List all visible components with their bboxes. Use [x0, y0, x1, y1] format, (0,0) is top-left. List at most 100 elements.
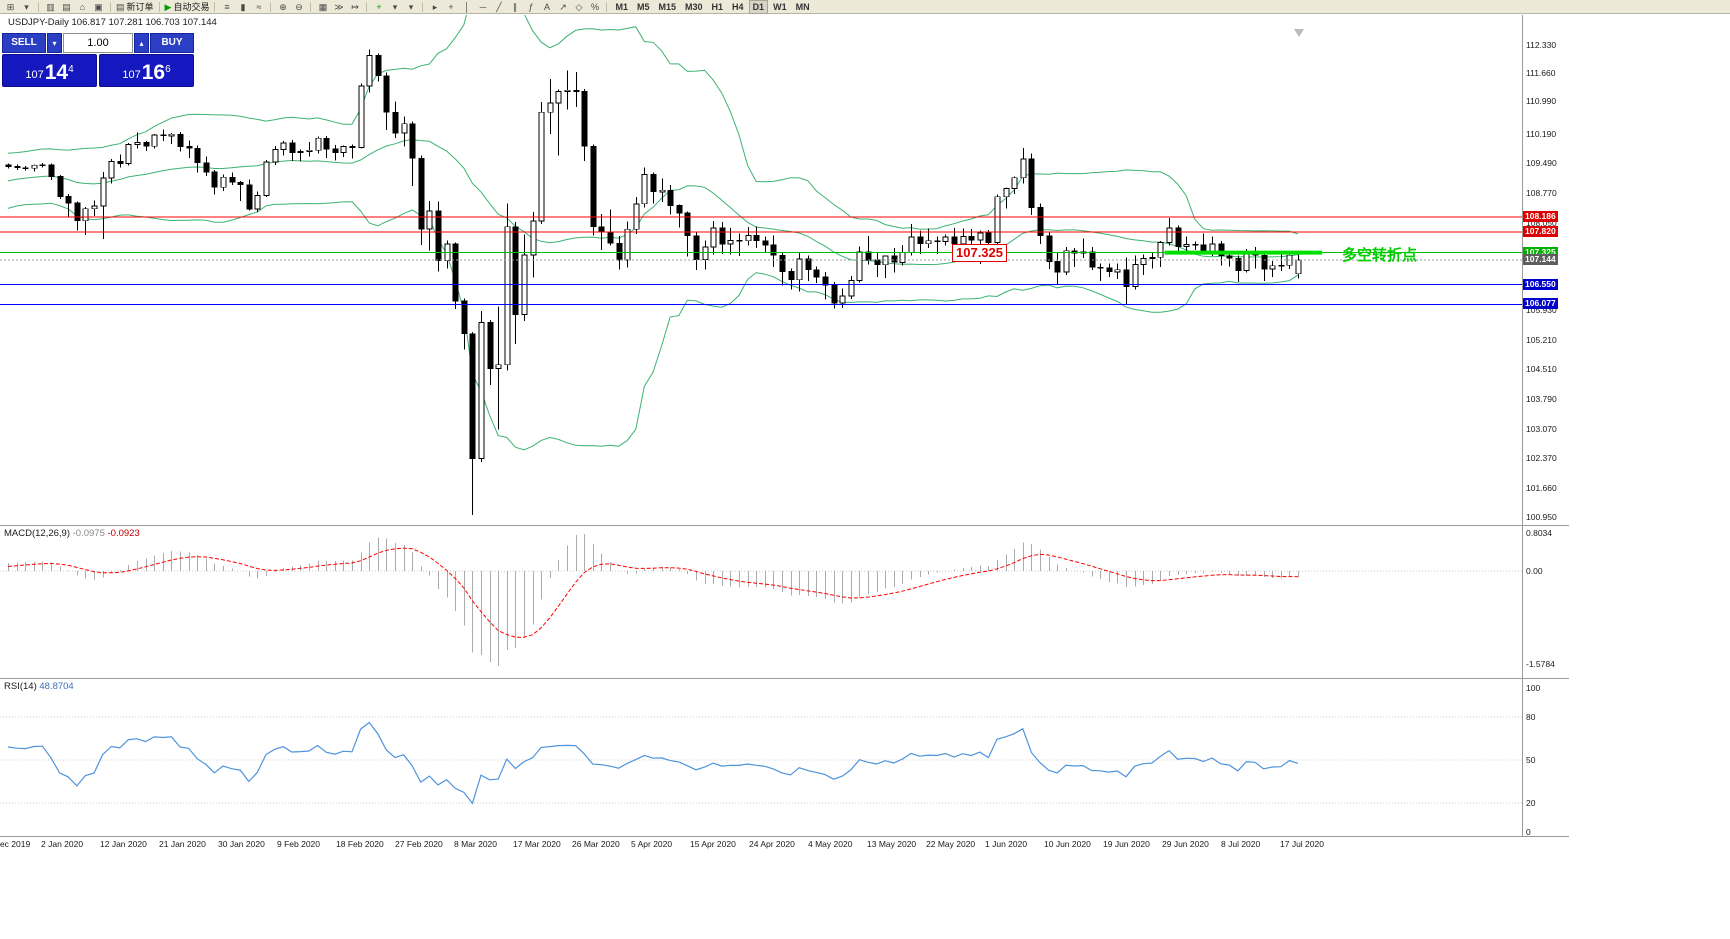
volume-down-button[interactable]: ▾: [47, 33, 62, 53]
volume-up-button[interactable]: ▴: [134, 33, 149, 53]
auto-scroll-icon: ≫: [334, 1, 344, 12]
turning-point-annotation[interactable]: 多空转折点: [1342, 246, 1418, 264]
date-label: 30 Jan 2020: [218, 839, 265, 849]
zoom-out-icon[interactable]: ⊖: [291, 1, 306, 13]
zoom-in-icon[interactable]: ⊕: [275, 1, 290, 13]
date-label: 22 May 2020: [926, 839, 976, 849]
toolbar-separator: [606, 1, 608, 12]
macd-scale-tick: 0.00: [1526, 566, 1543, 576]
date-label: 5 Apr 2020: [631, 839, 673, 849]
timeframe-M30[interactable]: M30: [685, 1, 703, 12]
horizontal-line-icon: ─: [479, 1, 487, 12]
timeframe-W1[interactable]: W1: [773, 1, 787, 12]
macd-axis[interactable]: 0.8034 0.00 -1.5784: [1522, 526, 1569, 678]
timeframe-H4[interactable]: H4: [732, 1, 744, 12]
chart-shift-icon[interactable]: ↦: [347, 1, 362, 13]
price-tick: 103.790: [1526, 394, 1557, 405]
vertical-line-icon[interactable]: │: [459, 1, 474, 13]
data-window-icon[interactable]: ▤: [59, 1, 74, 13]
terminal-icon[interactable]: ▣: [91, 1, 106, 13]
date-label: 1 Jun 2020: [985, 839, 1028, 849]
trendline-icon[interactable]: ╱: [491, 1, 506, 13]
macd-canvas[interactable]: [0, 526, 1522, 678]
templates-dropdown-icon[interactable]: ▾: [403, 1, 418, 13]
market-watch-icon[interactable]: ▥: [43, 1, 58, 13]
timeframe-M1[interactable]: M1: [615, 1, 628, 12]
date-label: 12 Jan 2020: [100, 839, 147, 849]
tile-windows-icon[interactable]: ▦: [315, 1, 330, 13]
rsi-axis[interactable]: 100 80 50 20 0: [1522, 679, 1569, 836]
price-tick: 100.950: [1526, 512, 1557, 522]
new-chart-icon[interactable]: ⊞: [3, 1, 18, 13]
date-label: 21 Jan 2020: [159, 839, 206, 849]
timeframe-MN[interactable]: MN: [795, 1, 810, 12]
price-tick: 112.330: [1526, 40, 1557, 50]
horizontal-line-icon[interactable]: ─: [475, 1, 490, 13]
bid-price-box[interactable]: 107 14 4: [2, 54, 97, 87]
crosshair-icon: +: [448, 1, 454, 12]
rsi-scale-tick: 80: [1526, 711, 1536, 722]
price-callout[interactable]: 107.325: [952, 243, 1007, 262]
autotrading-button[interactable]: ▶ 自动交易: [164, 1, 211, 13]
rsi-value: 48.8704: [39, 681, 74, 692]
channel-icon: ∥: [512, 1, 518, 12]
text-icon[interactable]: A: [539, 1, 554, 13]
tile-windows-icon: ▦: [318, 1, 328, 12]
trendline-icon: ╱: [496, 1, 502, 12]
new-order-icon: ▤: [116, 1, 125, 12]
navigator-icon[interactable]: ⌂: [75, 1, 90, 13]
bar-chart-icon: ≡: [224, 1, 230, 12]
macd-sign-value: -0.0923: [107, 528, 140, 539]
timeframe-D1[interactable]: D1: [748, 0, 769, 14]
date-label: 10 Jun 2020: [1044, 839, 1091, 849]
terminal-icon: ▣: [94, 1, 103, 12]
chart-title: USDJPY-Daily 106.817 107.281 106.703 107…: [8, 17, 217, 28]
price-tick: 105.210: [1526, 335, 1557, 346]
bar-chart-icon[interactable]: ≡: [219, 1, 234, 13]
rsi-name: RSI(14): [4, 681, 37, 692]
indicators-add-icon: +: [376, 1, 382, 12]
autotrading-button-label: 自动交易: [173, 2, 210, 12]
price-tick: 101.660: [1526, 482, 1557, 493]
zoom-in-icon: ⊕: [279, 1, 287, 12]
percent-icon: %: [590, 1, 599, 12]
autotrading-icon: ▶: [164, 1, 172, 12]
arrow-icon[interactable]: ↗: [555, 1, 570, 13]
percent-icon[interactable]: %: [587, 1, 602, 13]
auto-scroll-icon[interactable]: ≫: [331, 1, 346, 13]
crosshair-icon[interactable]: +: [443, 1, 458, 13]
channel-icon[interactable]: ∥: [507, 1, 522, 13]
line-chart-icon[interactable]: ≈: [251, 1, 266, 13]
indicators-add-icon[interactable]: +: [371, 1, 386, 13]
periods-dropdown-icon[interactable]: ▾: [387, 1, 402, 13]
timeframe-H1[interactable]: H1: [711, 1, 724, 12]
main-chart-canvas[interactable]: [0, 15, 1522, 525]
time-axis[interactable]: 23 Dec 2019 2 Jan 2020 12 Jan 2020 21 Jan 2…: [0, 836, 1569, 851]
fibonacci-icon: ƒ: [528, 1, 534, 12]
line-chart-icon: ≈: [256, 1, 262, 12]
cursor-icon[interactable]: ▸: [427, 1, 442, 13]
templates-dropdown-icon: ▾: [408, 1, 414, 12]
date-label: 17 Mar 2020: [513, 839, 561, 849]
ask-price-box[interactable]: 107 16 6: [99, 54, 194, 87]
rsi-canvas[interactable]: [0, 679, 1522, 836]
timeframe-M5[interactable]: M5: [636, 1, 650, 12]
profiles-dropdown-icon[interactable]: ▾: [19, 1, 34, 13]
shapes-icon[interactable]: ◇: [571, 1, 586, 13]
toolbar: ⊞ ▾ ▥ ▤ ⌂ ▣ ▤ 新订单 ▶ 自动交易 ≡ ▮ ≈ ⊕ ⊖ ▦ ≫ ↦ + ▾ ▾ ▸ + │ ─ ╱ ∥ ƒ A ↗ ◇% M1 M…: [0, 0, 1730, 14]
price-tick: 111.660: [1526, 67, 1556, 78]
one-click-trading-panel: SELL ▾ 1.00 ▴ BUY 107 14 4 107 16 6: [2, 33, 194, 87]
toolbar-separator: [422, 1, 424, 12]
price-tick: 108.050: [1526, 217, 1557, 228]
ask-point: 6: [165, 64, 171, 75]
sell-button[interactable]: SELL: [2, 33, 46, 53]
timeframe-M15[interactable]: M15: [658, 1, 677, 12]
candlestick-chart-icon[interactable]: ▮: [235, 1, 250, 13]
price-level-chip: 107.325: [1523, 246, 1558, 258]
volume-input[interactable]: 1.00: [63, 33, 133, 53]
fibonacci-icon[interactable]: ƒ: [523, 1, 538, 13]
price-axis[interactable]: 112.330 111.660 110.990 110.190 109.490 108.7…: [1522, 15, 1569, 525]
new-order-button[interactable]: ▤ 新订单: [115, 1, 155, 13]
price-level-chip: 106.077: [1523, 298, 1558, 310]
buy-button[interactable]: BUY: [150, 33, 194, 53]
